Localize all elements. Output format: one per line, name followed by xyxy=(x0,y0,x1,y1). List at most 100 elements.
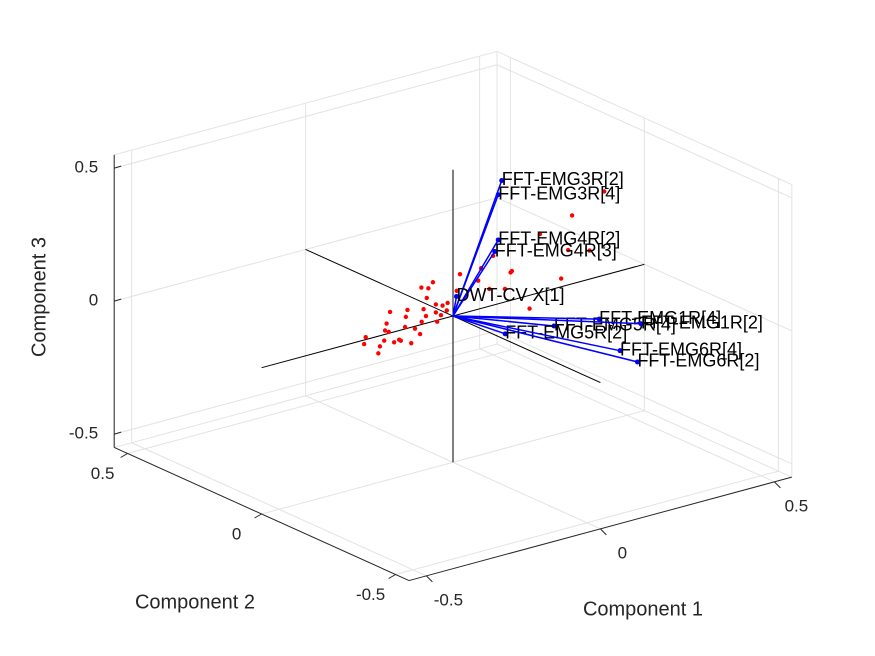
grid-line xyxy=(496,64,793,199)
score-point xyxy=(391,340,397,345)
score-point xyxy=(487,286,492,292)
vector-tip xyxy=(596,316,602,322)
score-point xyxy=(440,303,445,308)
vector-tip xyxy=(551,323,557,329)
score-point xyxy=(409,341,414,346)
score-point xyxy=(444,308,450,313)
score-point xyxy=(537,231,543,237)
x-tick-label: -0.5 xyxy=(434,590,463,609)
score-point xyxy=(363,334,368,340)
z-tick-label: -0.5 xyxy=(69,424,98,443)
score-point xyxy=(438,312,444,318)
score-point xyxy=(421,307,426,312)
score-point xyxy=(426,286,431,291)
score-point xyxy=(565,247,571,253)
score-point xyxy=(384,321,389,326)
x-axis-label: Component 1 xyxy=(583,598,703,620)
grid-line xyxy=(114,64,498,169)
vector-tip xyxy=(499,177,505,183)
loading-vector xyxy=(452,315,554,327)
score-point xyxy=(454,288,459,293)
score-point xyxy=(382,328,388,333)
vector-label: FFT-EMG3R[2] xyxy=(502,169,624,189)
score-point xyxy=(509,268,515,274)
vector-tip xyxy=(638,321,644,327)
score-point xyxy=(403,314,409,320)
score-point xyxy=(423,313,429,319)
grid-line xyxy=(114,330,498,435)
y-tick-label: -0.5 xyxy=(356,585,385,604)
y-tick-label: 0.5 xyxy=(91,464,115,483)
score-point xyxy=(430,280,436,285)
vector-tip xyxy=(453,293,459,299)
score-point xyxy=(417,331,423,337)
x-tick-label: 0.5 xyxy=(785,496,809,515)
y-tick xyxy=(254,513,262,519)
vector-tip xyxy=(502,331,508,337)
z-axis-label: Component 3 xyxy=(28,237,50,357)
score-point xyxy=(387,309,393,315)
x-tick xyxy=(600,528,607,536)
score-point xyxy=(386,329,391,335)
score-point xyxy=(433,302,439,307)
vector-label: FFT-EMG3R[4] xyxy=(498,183,620,203)
z-tick xyxy=(114,165,122,169)
score-point xyxy=(445,300,450,306)
vector-label: FFT-EMG4R[2] xyxy=(498,229,620,249)
loading-vector xyxy=(452,315,638,363)
grid-line xyxy=(127,349,511,454)
z-tick xyxy=(114,298,122,302)
z-tick xyxy=(114,431,122,435)
score-point xyxy=(419,285,424,290)
vector-label: FFT-EMG1R[2] xyxy=(641,313,763,333)
vector-label: FFT-EMG5R[4] xyxy=(554,315,676,335)
score-point xyxy=(398,338,403,343)
x-tick-label: 0 xyxy=(618,543,627,562)
vector-label: FFT-EMG5R[2] xyxy=(505,323,627,343)
score-point xyxy=(419,319,424,324)
vector-label: FFT-EMG4R[3] xyxy=(495,240,617,260)
score-point xyxy=(361,341,367,347)
vector-tip xyxy=(634,359,640,365)
score-point xyxy=(382,338,387,343)
score-point xyxy=(405,307,410,313)
vector-label: DWT-CV X[1] xyxy=(456,285,564,305)
score-point xyxy=(502,286,508,292)
x-tick xyxy=(774,481,781,489)
loading-vector xyxy=(452,251,496,317)
vector-tip xyxy=(492,249,498,255)
y-tick xyxy=(120,453,128,458)
vector-tip xyxy=(495,237,501,243)
loading-vector xyxy=(452,315,621,352)
score-point xyxy=(376,351,381,356)
score-point xyxy=(558,276,564,281)
loading-vector xyxy=(452,315,506,335)
score-point xyxy=(377,344,383,349)
vector-tip xyxy=(495,192,501,198)
vector-label: FFT-EMG6R[4] xyxy=(620,339,742,359)
score-point xyxy=(433,310,439,315)
z-tick-label: 0 xyxy=(89,291,98,310)
loading-vector xyxy=(452,194,499,317)
vector-label: FFT-EMG6R[2] xyxy=(637,351,759,371)
score-point xyxy=(602,189,607,194)
score-point xyxy=(569,213,575,218)
z-tick-label: 0.5 xyxy=(75,158,99,177)
score-point xyxy=(424,295,429,301)
score-point xyxy=(435,319,440,324)
score-point xyxy=(527,306,532,311)
grid-line xyxy=(395,470,779,575)
y-axis-label: Component 2 xyxy=(135,591,255,613)
vector-tip xyxy=(617,348,623,354)
score-point xyxy=(412,326,418,331)
y-tick-label: 0 xyxy=(232,524,241,543)
score-point xyxy=(402,324,408,330)
loading-vector xyxy=(452,315,641,325)
score-point xyxy=(457,272,463,277)
loading-vector xyxy=(452,296,458,317)
x-tick xyxy=(426,575,433,583)
score-point xyxy=(587,248,592,253)
y-tick xyxy=(388,574,396,579)
grid-line xyxy=(496,330,793,465)
